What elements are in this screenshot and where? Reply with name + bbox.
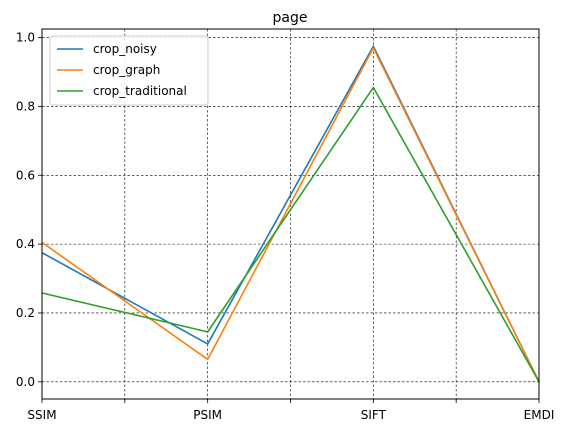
- y-tick-label: 0.6: [16, 168, 35, 182]
- y-tick-label: 0.8: [16, 99, 35, 113]
- axis-ticks: [38, 37, 540, 403]
- plot-frame: [41, 28, 540, 400]
- x-tick-label: PSIM: [193, 408, 222, 422]
- x-tick-label: SIFT: [361, 408, 387, 422]
- legend-label: crop_graph: [93, 63, 160, 77]
- tick-labels: SSIM PSIM SIFT EMDI 0.0 0.2 0.4 0.6 0.8 1.0: [16, 31, 554, 422]
- y-tick-label: 0.0: [16, 375, 35, 389]
- y-tick-label: 1.0: [16, 31, 35, 45]
- chart-title: page: [273, 10, 308, 26]
- x-tick-label: EMDI: [524, 408, 555, 422]
- series-lines: [41, 45, 540, 383]
- y-tick-label: 0.4: [16, 237, 35, 251]
- series-line-crop_traditional: [41, 86, 540, 383]
- series-line-crop_graph: [41, 47, 540, 383]
- legend-box: [49, 35, 209, 106]
- y-tick-label: 0.2: [16, 306, 35, 320]
- x-tick-label: SSIM: [27, 408, 56, 422]
- legend-label: crop_noisy: [93, 42, 157, 56]
- legend-label: crop_traditional: [93, 84, 187, 98]
- legend: crop_noisy crop_graph crop_traditional: [49, 35, 209, 106]
